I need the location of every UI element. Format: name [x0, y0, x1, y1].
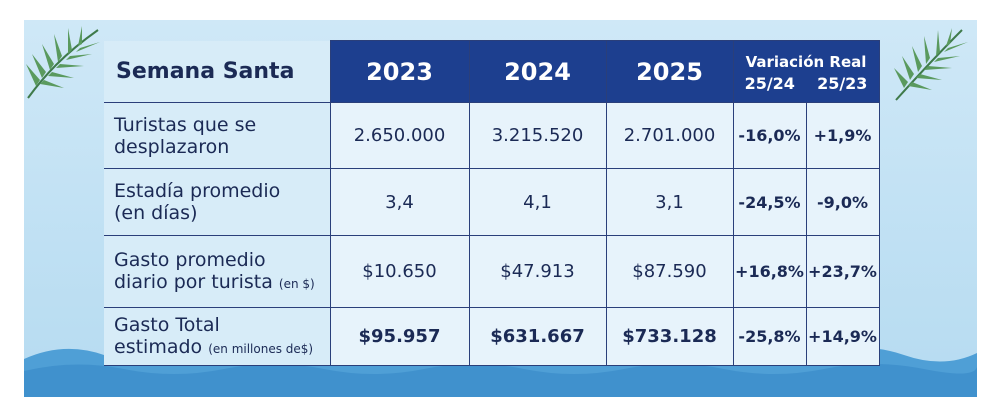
table-row: Gasto promedio diario por turista (en $)… — [104, 235, 880, 308]
row-label-note: (en millones de$) — [208, 341, 314, 356]
row-label: Estadía promedio (en días) — [104, 168, 331, 236]
variation-25-23: +23,7% — [805, 235, 880, 308]
row-label: Turistas que se desplazaron — [104, 102, 331, 169]
row-label: Gasto Total estimado (en millones de$) — [104, 307, 331, 366]
row-label-line1: Gasto Total — [114, 313, 220, 336]
row-label: Gasto promedio diario por turista (en $) — [104, 235, 331, 308]
row-label-line2: diario por turista — [114, 270, 273, 293]
palm-leaf-icon — [894, 28, 968, 101]
variation-col-25-24: 25/24 — [744, 73, 795, 93]
variation-25-24: -25,8% — [732, 307, 807, 366]
palm-leaf-icon — [26, 26, 100, 99]
value-2023: $95.957 — [329, 307, 470, 366]
variation-25-24: -16,0% — [732, 102, 807, 169]
row-label-line1: Turistas que se — [114, 113, 257, 136]
row-label-line1: Gasto promedio — [114, 248, 266, 271]
header-row: Semana Santa 2023 2024 2025 Variación Re… — [104, 40, 880, 103]
value-2024: 3.215.520 — [468, 102, 607, 169]
row-label-line2: estimado — [114, 335, 203, 358]
year-2025-header: 2025 — [605, 40, 734, 103]
year-2024-header: 2024 — [468, 40, 607, 103]
table-row: Estadía promedio (en días) 3,4 4,1 3,1 -… — [104, 168, 880, 236]
table-row: Gasto Total estimado (en millones de$) $… — [104, 307, 880, 366]
row-label-line2: desplazaron — [114, 135, 230, 158]
value-2024: $47.913 — [468, 235, 607, 308]
row-label-line1: Estadía promedio — [114, 180, 281, 202]
semana-santa-table: Semana Santa 2023 2024 2025 Variación Re… — [104, 40, 880, 366]
variation-25-23: +14,9% — [805, 307, 880, 366]
value-2024: 4,1 — [468, 168, 607, 236]
variation-header: Variación Real 25/24 25/23 — [732, 40, 880, 103]
row-label-note: (en $) — [278, 276, 315, 291]
variation-title: Variación Real — [745, 52, 867, 71]
variation-25-24: +16,8% — [732, 235, 807, 308]
background-panel: Semana Santa 2023 2024 2025 Variación Re… — [24, 20, 977, 397]
value-2025: 2.701.000 — [605, 102, 734, 169]
value-2025: 3,1 — [605, 168, 734, 236]
variation-25-23: -9,0% — [805, 168, 880, 236]
corner-label: Semana Santa — [104, 40, 331, 103]
value-2025: $733.128 — [605, 307, 734, 366]
variation-25-24: -24,5% — [732, 168, 807, 236]
variation-25-23: +1,9% — [805, 102, 880, 169]
row-label-line2: (en días) — [114, 202, 198, 224]
value-2024: $631.667 — [468, 307, 607, 366]
table-row: Turistas que se desplazaron 2.650.000 3.… — [104, 102, 880, 169]
value-2023: $10.650 — [329, 235, 470, 308]
value-2023: 2.650.000 — [329, 102, 470, 169]
value-2023: 3,4 — [329, 168, 470, 236]
variation-col-25-23: 25/23 — [817, 73, 868, 93]
year-2023-header: 2023 — [329, 40, 470, 103]
value-2025: $87.590 — [605, 235, 734, 308]
